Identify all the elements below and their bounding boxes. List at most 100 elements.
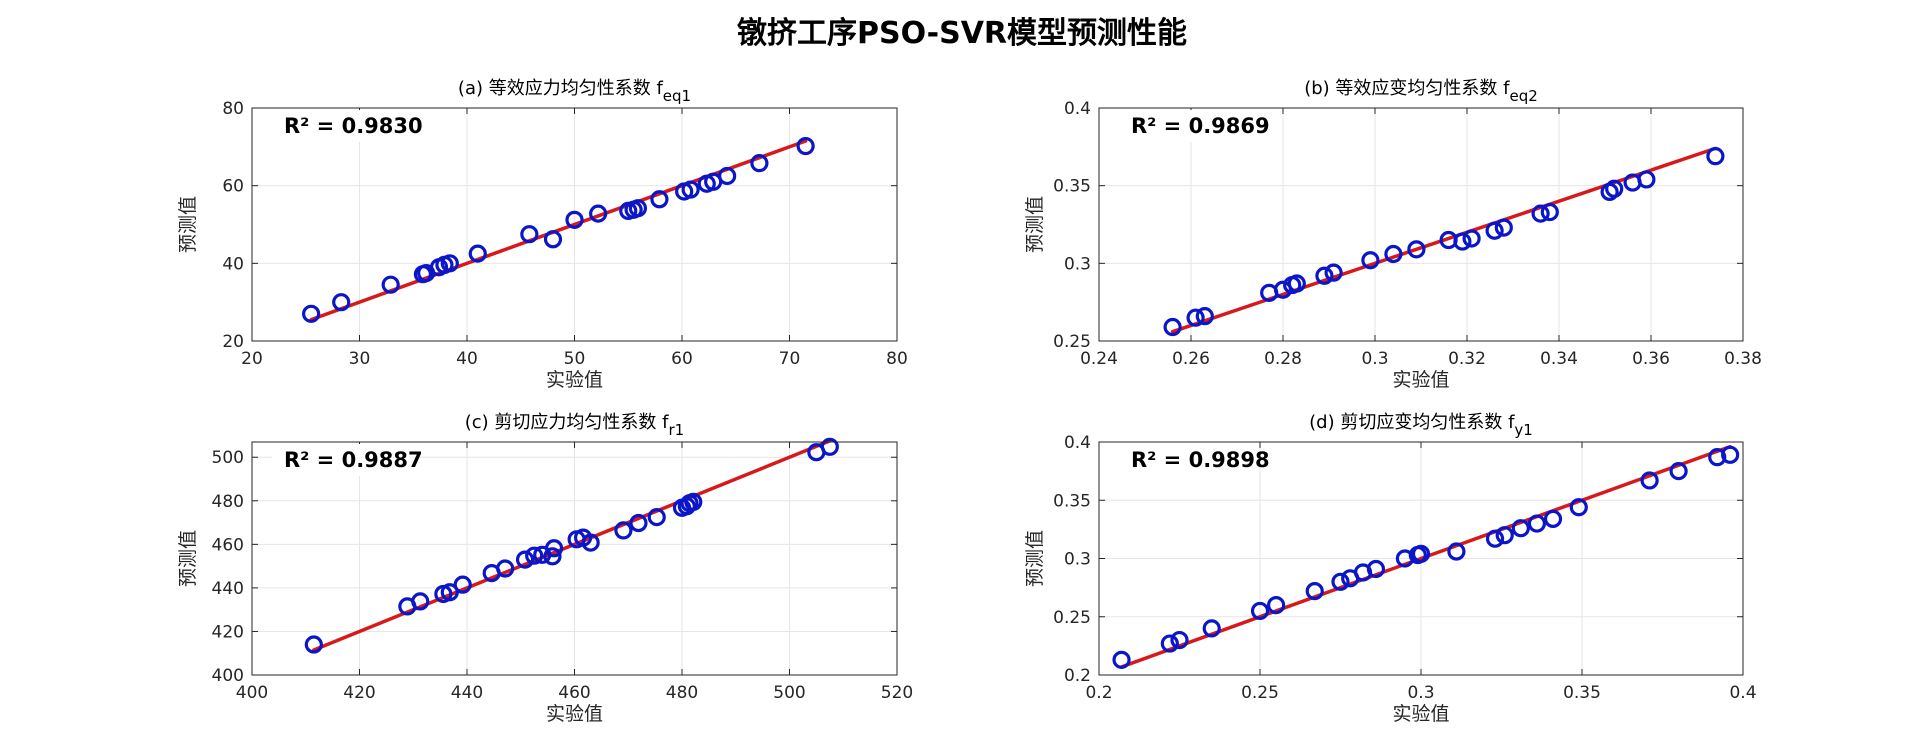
- y-tick-label: 0.2: [1064, 666, 1091, 686]
- r2-annotation: R² = 0.9887: [284, 448, 423, 472]
- x-tick-label: 0.26: [1172, 349, 1210, 369]
- data-point: [1485, 221, 1504, 240]
- panel-title-text: (c) 剪切应力均匀性系数 f: [465, 412, 669, 433]
- chart-panel-b: 0.24 0.26 0.28 0.3 0.32 0.34 0.36 0.38 0.25 0.3 0.…: [1024, 78, 1762, 391]
- x-tick-label: 0.2: [1085, 683, 1112, 703]
- data-point: [1250, 601, 1270, 621]
- y-tick-label: 500: [212, 448, 244, 468]
- y-tick-label: 0.25: [1053, 608, 1091, 628]
- y-tick-label: 440: [212, 579, 244, 599]
- data-point: [1384, 244, 1403, 264]
- data-point: [1540, 202, 1559, 222]
- data-point: [1315, 266, 1334, 285]
- r2-annotation: R² = 0.9869: [1131, 114, 1270, 138]
- data-point: [1195, 307, 1214, 326]
- panel-title-subscript: eq1: [663, 87, 691, 105]
- x-tick-label: 500: [773, 683, 805, 703]
- data-point: [1112, 650, 1131, 669]
- panel-title: (b) 等效应变均匀性系数 feq2: [1304, 78, 1538, 105]
- y-axis-label: 预测值: [177, 530, 199, 587]
- y-tick-label: 460: [212, 535, 244, 555]
- x-tick-label: 70: [779, 349, 801, 369]
- data-point: [411, 592, 430, 611]
- data-point: [1495, 526, 1514, 545]
- x-tick-label: 20: [241, 349, 263, 369]
- data-point: [304, 635, 323, 654]
- y-tick-label: 80: [222, 99, 244, 119]
- y-tick-label: 420: [212, 622, 244, 642]
- y-tick-label: 0.25: [1053, 332, 1091, 352]
- y-tick-label: 480: [212, 492, 244, 512]
- y-tick-label: 0.35: [1053, 491, 1091, 511]
- data-point: [718, 166, 737, 186]
- x-tick-label: 420: [343, 683, 375, 703]
- data-point: [543, 230, 563, 249]
- data-point: [650, 190, 669, 209]
- x-tick-label: 0.38: [1724, 349, 1762, 369]
- data-point: [1708, 448, 1727, 467]
- y-tick-label: 400: [212, 666, 244, 686]
- x-tick-label: 0.25: [1241, 683, 1279, 703]
- data-point: [525, 546, 544, 565]
- panel-title: (d) 剪切应变均匀性系数 fy1: [1309, 412, 1533, 439]
- data-point: [332, 293, 351, 312]
- x-tick-label: 80: [886, 349, 908, 369]
- data-point: [820, 437, 839, 456]
- data-point: [468, 244, 487, 263]
- r2-box: [1119, 110, 1259, 142]
- data-point: [1331, 572, 1350, 591]
- data-point: [1170, 630, 1189, 650]
- data-point: [1266, 595, 1286, 615]
- data-point: [629, 513, 648, 533]
- x-tick-label: 0.34: [1540, 349, 1578, 369]
- data-point: [544, 539, 564, 558]
- chart-panel-c: 400 420 440 460 480 500 520 400 420 440 460 480 500 (…: [177, 412, 913, 725]
- y-tick-label: 0.3: [1064, 254, 1091, 274]
- r2-box: [272, 110, 412, 142]
- data-point: [1511, 519, 1530, 538]
- data-point: [1163, 317, 1182, 337]
- x-tick-label: 0.3: [1407, 683, 1434, 703]
- r2-annotation: R² = 0.9830: [284, 114, 423, 138]
- y-axis-label: 预测值: [1024, 530, 1046, 587]
- y-tick-label: 20: [222, 332, 244, 352]
- data-point: [1407, 240, 1426, 259]
- x-axis-label: 实验值: [1392, 703, 1449, 725]
- data-point: [614, 521, 633, 540]
- x-tick-label: 50: [564, 349, 586, 369]
- data-point: [1531, 204, 1550, 223]
- data-point: [1640, 471, 1659, 490]
- x-axis-label: 实验值: [546, 369, 603, 391]
- x-tick-label: 40: [456, 349, 478, 369]
- data-point: [381, 275, 400, 294]
- figure-title: 镦挤工序PSO-SVR模型预测性能: [736, 16, 1188, 51]
- panel-title-subscript: r1: [669, 421, 685, 439]
- r2-box: [1119, 444, 1259, 476]
- data-point: [1453, 232, 1472, 251]
- data-point: [1202, 619, 1221, 638]
- data-point: [684, 492, 703, 511]
- x-tick-label: 0.28: [1264, 349, 1302, 369]
- x-tick-label: 0.4: [1729, 683, 1756, 703]
- data-point: [565, 210, 584, 229]
- data-point: [1411, 544, 1431, 563]
- y-tick-label: 0.4: [1064, 433, 1091, 453]
- x-tick-label: 0.3: [1361, 349, 1388, 369]
- y-tick-label: 0.35: [1053, 177, 1091, 197]
- data-point: [1485, 529, 1505, 548]
- data-point: [647, 508, 666, 527]
- chart-panel-a: 20 30 40 50 60 70 80 20 40 60 80 (a) 等效应力均匀性系数 feq1…: [177, 78, 908, 391]
- data-point: [440, 254, 459, 273]
- r2-box: [272, 444, 412, 476]
- x-tick-label: 0.32: [1448, 349, 1486, 369]
- data-point: [1637, 170, 1656, 189]
- data-point: [1605, 179, 1624, 198]
- x-tick-label: 0.35: [1563, 683, 1601, 703]
- data-point: [1447, 542, 1466, 561]
- x-tick-label: 460: [558, 683, 590, 703]
- y-tick-label: 0.4: [1064, 99, 1091, 119]
- data-point: [681, 180, 700, 199]
- y-tick-label: 60: [222, 177, 244, 197]
- data-point: [302, 304, 321, 323]
- data-point: [1462, 229, 1481, 248]
